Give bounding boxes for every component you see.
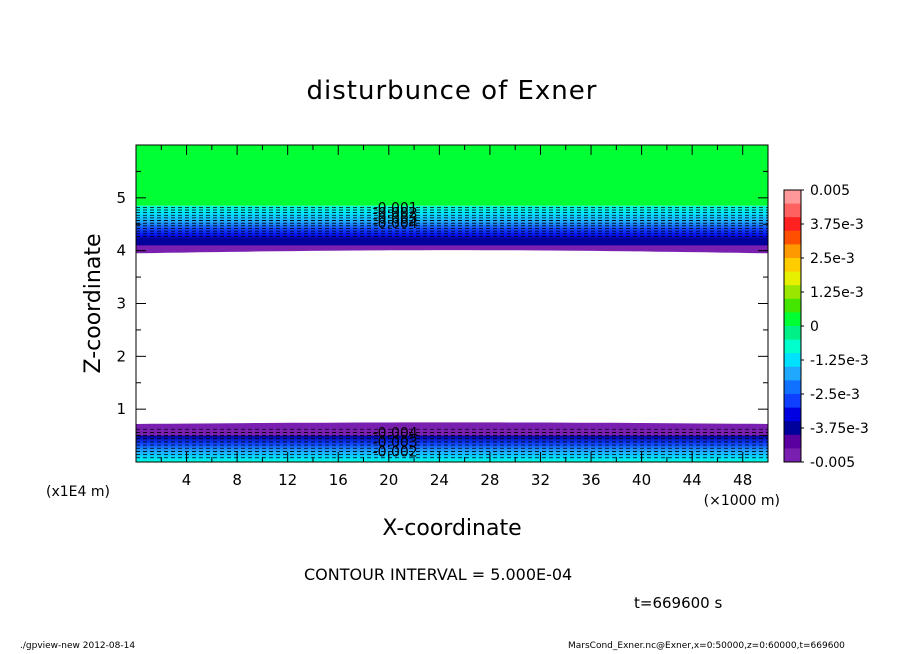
y-axis-ticks: 1 2 3 4 5 [116, 170, 768, 437]
contour-label: -0.004 [373, 216, 418, 232]
colorbar-swatch [784, 271, 801, 286]
y-tick-label: 4 [116, 242, 126, 260]
colorbar-label: 1.25e-3 [810, 285, 864, 301]
colorbar-label: 2.5e-3 [810, 251, 855, 267]
colorbar-swatch [784, 394, 801, 409]
x-tick-label: 16 [329, 471, 348, 489]
colorbar-swatch [784, 230, 801, 245]
x-axis-ticks: 4 8 12 16 20 24 28 32 36 40 44 48 [160, 145, 752, 489]
region-upper-gradient [136, 205, 768, 238]
contour-interval-note: CONTOUR INTERVAL = 5.000E-04 [304, 565, 573, 584]
contour-label: -0.004 [373, 425, 418, 441]
y-tick-label: 1 [116, 400, 126, 418]
colorbar-swatch [784, 298, 801, 313]
colorbar-swatch [784, 421, 801, 436]
x-tick-label: 32 [531, 471, 550, 489]
colorbar-label: -0.005 [810, 455, 855, 471]
x-tick-label: 48 [733, 471, 752, 489]
chart-title: disturbunce of Exner [306, 76, 598, 106]
colorbar-swatch [784, 366, 801, 381]
colorbar-swatch [784, 326, 801, 341]
colorbar-swatch [784, 285, 801, 300]
y-axis-unit: (x1E4 m) [46, 484, 110, 500]
footer-left: ./gpview-new 2012-08-14 [20, 641, 136, 651]
x-tick-label: 12 [278, 471, 297, 489]
time-label: t=669600 s [634, 594, 723, 612]
colorbar-label: 3.75e-3 [810, 217, 864, 233]
colorbar-label: -2.5e-3 [810, 387, 860, 403]
colorbar-label: -1.25e-3 [810, 353, 869, 369]
axis-labels: X-coordinate Z-coordinate (×1000 m) (x1E4 m… [46, 234, 780, 541]
x-axis-unit: (×1000 m) [704, 493, 780, 509]
region-upper-positive [136, 145, 768, 206]
y-axis-title: Z-coordinate [81, 234, 106, 374]
x-tick-label: 8 [232, 471, 242, 489]
colorbar-swatch [784, 203, 801, 218]
colorbar-swatch [784, 448, 801, 463]
colorbar-swatch [784, 190, 801, 205]
colorbar-swatch [784, 353, 801, 368]
colorbar-swatch [784, 312, 801, 327]
x-tick-label: 36 [581, 471, 600, 489]
x-tick-label: 28 [480, 471, 499, 489]
y-tick-label: 2 [116, 347, 126, 365]
region-upper-dark [136, 237, 768, 246]
contour-label: -0.002 [373, 444, 418, 460]
y-tick-label: 3 [116, 295, 126, 313]
colorbar-swatch [784, 258, 801, 273]
colorbar-swatch [784, 380, 801, 395]
contour-label: -0.003 [373, 211, 418, 227]
x-tick-label: 4 [182, 471, 192, 489]
x-axis-title: X-coordinate [382, 516, 521, 541]
colorbar-label: 0 [810, 319, 819, 335]
contour-lines [136, 206, 768, 459]
colorbar-swatch [784, 339, 801, 354]
y-tick-label: 5 [116, 189, 126, 207]
colorbar: 0.005 3.75e-3 2.5e-3 1.25e-3 0 -1.25e-3 -2.5e-… [783, 183, 869, 471]
colorbar-swatch [784, 217, 801, 232]
colorbar-swatch [784, 434, 801, 449]
x-tick-label: 44 [683, 471, 702, 489]
x-tick-label: 24 [430, 471, 449, 489]
contour-label: -0.003 [373, 435, 418, 451]
contour-labels: -0.001-0.002-0.003-0.004-0.004-0.003-0.0… [373, 200, 418, 460]
x-tick-label: 40 [632, 471, 651, 489]
colorbar-swatch [784, 407, 801, 422]
colorbar-swatch [784, 244, 801, 259]
contour-label: -0.001 [373, 200, 418, 216]
contour-label: -0.002 [373, 206, 418, 222]
filled-contours [136, 145, 768, 462]
colorbar-label: 0.005 [810, 183, 850, 199]
footer-right: MarsCond_Exner.nc@Exner,x=0:50000,z=0:60… [568, 641, 845, 651]
x-tick-label: 20 [379, 471, 398, 489]
colorbar-label: -3.75e-3 [810, 421, 869, 437]
